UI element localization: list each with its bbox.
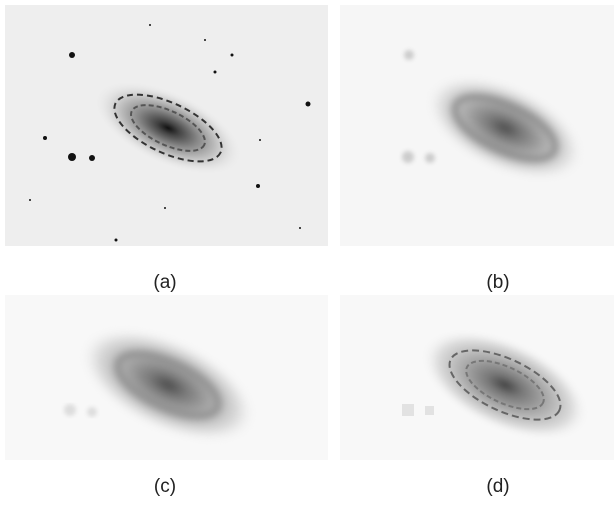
stars (29, 24, 311, 242)
galaxy (421, 329, 589, 441)
panel-label: (b) (486, 272, 509, 293)
panel-label: (c) (154, 476, 176, 497)
stars (64, 404, 97, 417)
panel-a (5, 5, 328, 246)
panel-label: (d) (486, 476, 509, 497)
panel-c (5, 295, 328, 460)
galaxy (93, 81, 243, 175)
panel-label: (a) (153, 272, 176, 293)
stars (402, 404, 434, 416)
galaxy (79, 327, 257, 443)
galaxy (425, 75, 585, 181)
panel-d (340, 295, 614, 460)
stars (402, 50, 435, 163)
panel-b (340, 5, 614, 246)
